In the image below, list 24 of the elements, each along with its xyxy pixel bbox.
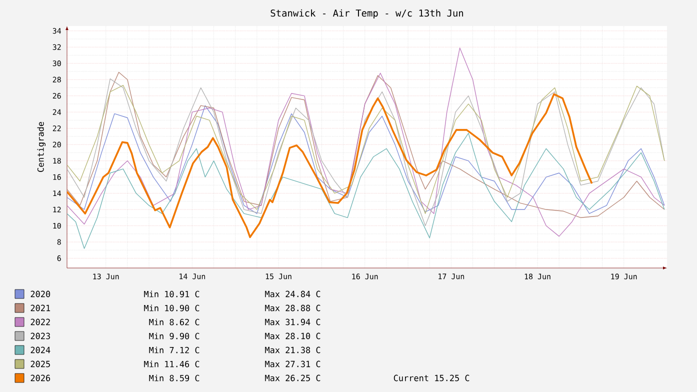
text: Max 26.25 C xyxy=(265,374,320,382)
text: Max 21.38 C xyxy=(265,346,320,354)
text: Min 8.59 C xyxy=(149,374,200,382)
legend-label: 2021 xyxy=(30,304,50,312)
text: Current 15.25 C xyxy=(394,374,470,382)
chart-title: Stanwick - Air Temp - w/c 13th Jun xyxy=(270,9,464,18)
legend-label: 2020 xyxy=(30,290,50,298)
text: Min 10.90 C xyxy=(144,304,200,312)
text: Max 28.88 C xyxy=(265,304,320,312)
legend-label: 2025 xyxy=(30,360,50,368)
legend-label: 2022 xyxy=(30,318,50,326)
legend-label: 2026 xyxy=(30,374,50,382)
y-axis-title: Centigrade xyxy=(37,122,46,172)
text: Max 28.10 C xyxy=(265,332,320,340)
text: Max 31.94 C xyxy=(265,318,320,326)
legend-label: 2024 xyxy=(30,346,50,354)
text: Min 8.62 C xyxy=(149,318,200,326)
text: Min 10.91 C xyxy=(144,290,200,298)
text: Min 7.12 C xyxy=(149,346,200,354)
text: Min 11.46 C xyxy=(144,360,200,368)
text: Max 27.31 C xyxy=(265,360,320,368)
legend-label: 2023 xyxy=(30,332,50,340)
text: Min 9.90 C xyxy=(149,332,200,340)
text: Max 24.84 C xyxy=(265,290,320,298)
